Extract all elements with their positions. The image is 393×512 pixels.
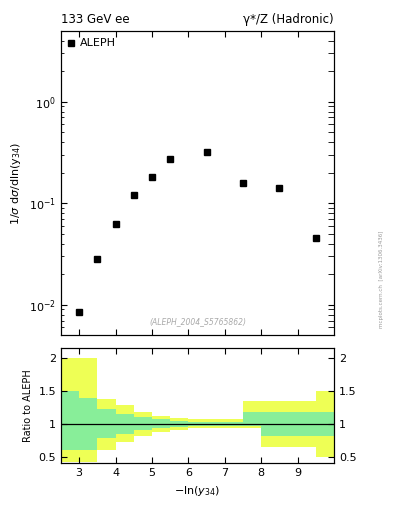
X-axis label: $-\ln(y_{34})$: $-\ln(y_{34})$ <box>174 484 220 498</box>
Legend: ALEPH: ALEPH <box>66 36 118 51</box>
Text: (ALEPH_2004_S5765862): (ALEPH_2004_S5765862) <box>149 317 246 326</box>
ALEPH <box>131 192 136 198</box>
ALEPH <box>277 185 282 191</box>
ALEPH <box>314 236 318 242</box>
ALEPH <box>95 257 100 263</box>
Text: γ*/Z (Hadronic): γ*/Z (Hadronic) <box>243 13 334 26</box>
Y-axis label: 1/$\sigma$ d$\sigma$/dln(y$_{34}$): 1/$\sigma$ d$\sigma$/dln(y$_{34}$) <box>9 141 24 225</box>
ALEPH <box>113 221 118 227</box>
ALEPH <box>150 174 154 180</box>
Text: mcplots.cern.ch  [arXiv:1306.3436]: mcplots.cern.ch [arXiv:1306.3436] <box>379 230 384 328</box>
ALEPH <box>168 156 173 162</box>
Text: 133 GeV ee: 133 GeV ee <box>61 13 130 26</box>
ALEPH <box>241 179 245 185</box>
ALEPH <box>77 309 81 315</box>
Y-axis label: Ratio to ALEPH: Ratio to ALEPH <box>23 369 33 442</box>
ALEPH <box>204 149 209 155</box>
Line: ALEPH: ALEPH <box>76 149 319 315</box>
